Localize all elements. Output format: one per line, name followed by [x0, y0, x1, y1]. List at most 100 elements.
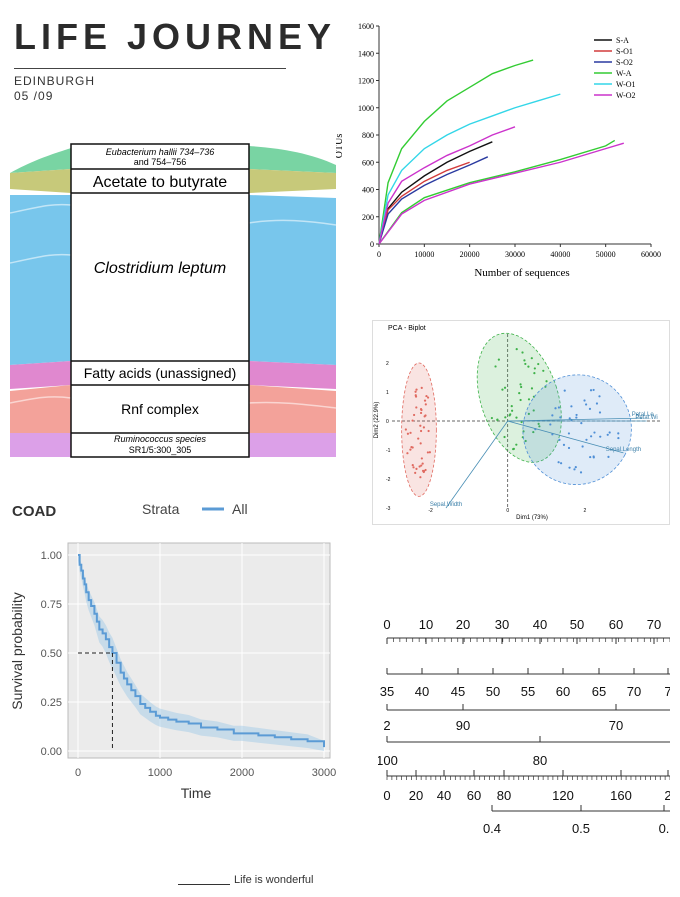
- rarefaction-x-tick-label: 30000: [505, 250, 525, 259]
- survival-title: COAD: [12, 503, 56, 520]
- nomogram-tick-label: 35: [380, 684, 394, 699]
- pca-loading-label: Sepal.Length: [606, 447, 641, 453]
- rarefaction-x-tick-label: 60000: [641, 250, 661, 259]
- pca-point: [419, 476, 422, 479]
- pca-loading-label: Petal.Wi: [635, 415, 657, 421]
- pca-point: [404, 428, 407, 431]
- pca-point: [419, 424, 422, 427]
- pca-point: [607, 455, 610, 458]
- pca-point: [527, 398, 531, 401]
- nomogram-tick-label: 40: [533, 617, 547, 632]
- pca-point: [574, 466, 577, 469]
- pca-point: [520, 385, 523, 389]
- pca-point: [599, 435, 602, 438]
- pca-point: [570, 405, 573, 408]
- pca-point: [415, 388, 418, 391]
- rarefaction-x-tick-label: 50000: [596, 250, 616, 259]
- survival-y-tick-label: 0.00: [41, 746, 62, 758]
- nomogram-tick-label: 160: [610, 788, 632, 803]
- pca-point: [598, 395, 601, 398]
- pca-point: [417, 437, 420, 440]
- pca-point: [573, 468, 576, 471]
- nomogram-tick-label: 2: [383, 718, 390, 733]
- pca-point: [423, 415, 426, 418]
- nomogram-tick-label: 7: [664, 684, 670, 699]
- nomogram-tick-label: 65: [592, 684, 606, 699]
- pca-point: [617, 432, 620, 435]
- rarefaction-chart: 0 200 400 600 800 1000 1200 1400 1600 0 10000 20000…: [336, 22, 661, 279]
- nomogram-tick-label: 0: [383, 617, 390, 632]
- pca-y-tick-label: 2: [386, 361, 389, 367]
- pca-point: [423, 399, 427, 402]
- pca-point: [559, 462, 563, 465]
- rarefaction-y-tick-label: 1600: [358, 22, 374, 31]
- pca-point: [420, 386, 423, 389]
- pca-point: [518, 391, 521, 395]
- survival-x-tick-label: 1000: [148, 767, 172, 779]
- sankey-flow-salmon-right: [249, 385, 336, 433]
- pca-point: [598, 411, 602, 414]
- pca-point: [418, 465, 421, 468]
- survival-x-tick-label: 3000: [312, 767, 336, 779]
- pca-y-tick-label: -1: [386, 448, 391, 454]
- nomogram-tick-label: 20: [409, 788, 423, 803]
- rarefaction-series-line: [378, 126, 516, 245]
- pca-point: [425, 394, 428, 398]
- pca-point: [567, 432, 571, 435]
- pca-point: [520, 420, 523, 424]
- sankey-label-1: Acetate to butyrate: [93, 174, 227, 191]
- pca-point: [549, 423, 552, 426]
- rarefaction-y-tick-label: 800: [362, 131, 374, 140]
- sankey-label-5-line1: Ruminococcus species: [114, 434, 207, 444]
- sankey-flow-olive-right: [249, 169, 336, 193]
- survival-x-tick-label: 0: [75, 767, 81, 779]
- nomogram-tick-label: 50: [570, 617, 584, 632]
- pca-point: [537, 362, 540, 366]
- nomogram-tick-label: 90: [456, 718, 470, 733]
- pca-point: [589, 389, 593, 392]
- pca-y-tick-label: 0: [386, 419, 389, 425]
- rarefaction-legend-label: S-O1: [616, 47, 633, 56]
- pca-point: [575, 413, 578, 417]
- nomogram-tick-label: 40: [437, 788, 451, 803]
- pca-point: [606, 433, 609, 436]
- pca-point: [419, 442, 422, 445]
- pca-point: [421, 469, 425, 472]
- pca-point: [558, 438, 561, 441]
- pca-loading-arrow: [507, 417, 643, 422]
- pca-point: [496, 418, 499, 422]
- pca-point: [428, 451, 431, 454]
- pca-point: [537, 422, 540, 425]
- pca-point: [524, 439, 527, 443]
- rarefaction-xlabel: Number of sequences: [474, 267, 569, 279]
- pca-point: [568, 466, 571, 469]
- pca-point: [593, 431, 596, 434]
- nomogram-tick-label: 120: [552, 788, 574, 803]
- pca-point: [415, 406, 418, 409]
- sankey-label-0-line2: and 754–756: [134, 157, 187, 167]
- rarefaction-series-line: [378, 139, 616, 245]
- pca-loading-arrow: [445, 420, 509, 509]
- sankey-flow-lilac-right: [249, 433, 336, 457]
- pca-point: [538, 425, 541, 428]
- pca-point: [521, 351, 524, 354]
- pca-point: [424, 468, 427, 472]
- nomogram-tick-label: 60: [609, 617, 623, 632]
- pca-point: [592, 456, 595, 459]
- pca-x-tick-label: 0: [506, 508, 509, 514]
- rarefaction-y-tick-label: 1000: [358, 104, 374, 113]
- pca-point: [579, 471, 583, 474]
- nomogram-tick-label: 0.5: [572, 821, 590, 836]
- pca-point: [427, 429, 430, 433]
- pca-point: [589, 455, 592, 459]
- pca-point: [411, 419, 414, 422]
- rarefaction-y-tick-label: 1400: [358, 49, 374, 58]
- pca-group-ellipse: [522, 374, 632, 485]
- survival-xlabel: Time: [181, 785, 212, 801]
- rarefaction-series-line: [378, 161, 470, 245]
- pca-point: [551, 414, 554, 417]
- pca-point: [412, 466, 415, 469]
- rarefaction-y-tick-label: 1200: [358, 77, 374, 86]
- pca-y-tick-label: -2: [386, 477, 391, 483]
- nomogram-tick-label: 30: [495, 617, 509, 632]
